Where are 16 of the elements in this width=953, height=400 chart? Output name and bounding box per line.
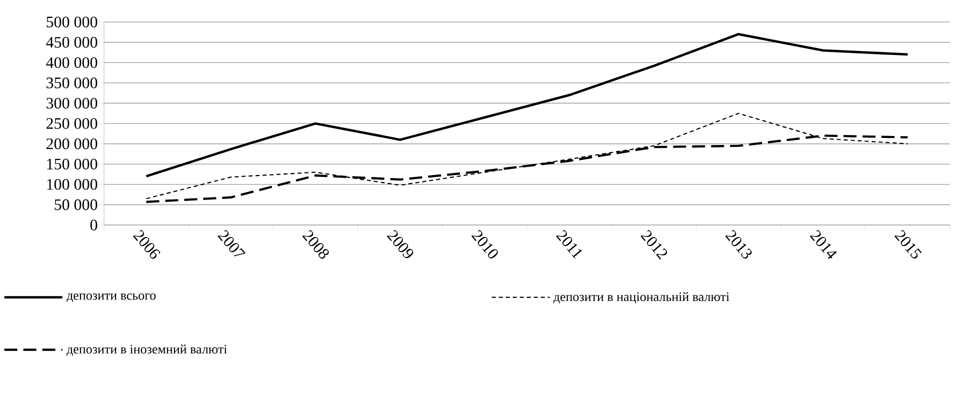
y-tick-label: 50 000 — [54, 199, 98, 210]
legend-label: депозити всього — [66, 294, 156, 302]
y-tick-label: 0 — [90, 220, 98, 230]
y-tick-label: 200 000 — [46, 138, 98, 150]
y-tick-label: 350 000 — [46, 78, 98, 88]
x-tick-label: 2007 — [218, 230, 246, 256]
y-tick-label: 300 000 — [46, 98, 98, 109]
legend-label: депозити в іноземний валюті — [66, 344, 228, 356]
y-tick-label: 100 000 — [47, 179, 98, 190]
line-series — [146, 112, 908, 200]
y-tick-label: 150 000 — [47, 158, 98, 170]
y-tick-label: 500 000 — [46, 16, 98, 28]
legend-label: депозити в національній валюті — [553, 292, 730, 304]
y-tick-label: 450 000 — [46, 36, 98, 48]
y-tick-label: 250 000 — [46, 118, 98, 129]
y-tick-label: 400 000 — [46, 57, 98, 68]
